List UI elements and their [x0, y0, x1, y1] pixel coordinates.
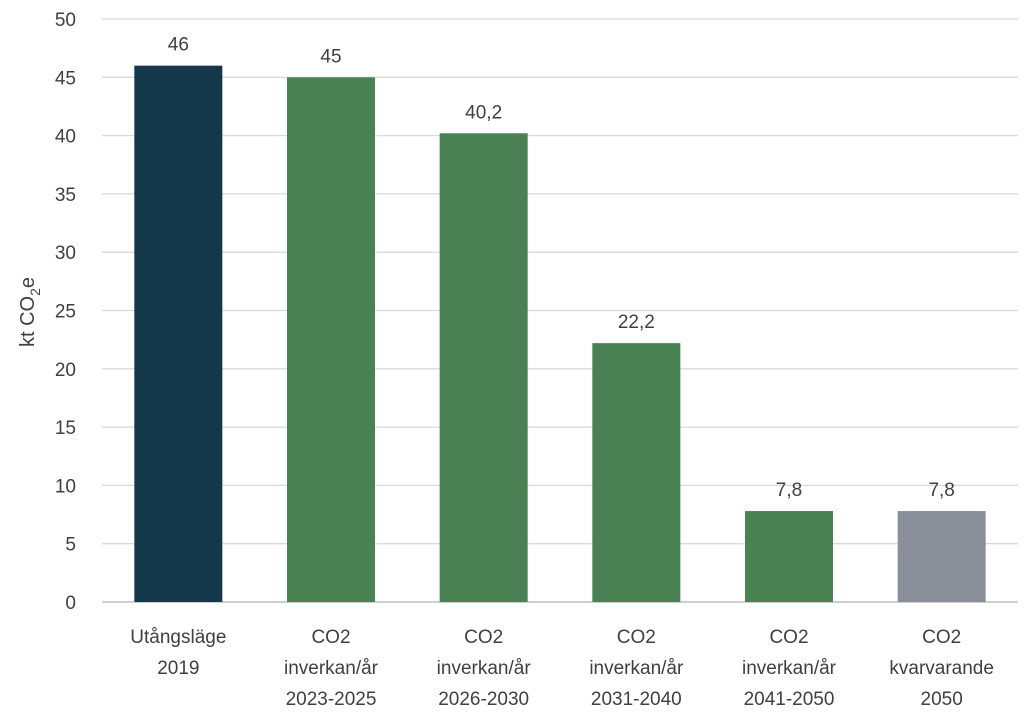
bar	[439, 133, 528, 602]
x-category-label: CO2 inverkan/år 2041-2050	[742, 627, 837, 710]
data-label: 7,8	[776, 480, 802, 501]
data-label: 40,2	[465, 102, 502, 123]
y-tick-label: 25	[55, 302, 76, 323]
y-axis-title-main: kt CO	[17, 296, 39, 347]
gridlines	[102, 18, 1018, 603]
y-tick-label: 30	[55, 243, 76, 264]
x-category-label-line: kvarvarande	[889, 658, 994, 679]
x-category-label-line: CO2	[617, 627, 656, 648]
y-axis-title: kt CO2e	[17, 277, 43, 347]
x-category-label-line: CO2	[922, 627, 961, 648]
bar	[592, 343, 681, 602]
y-axis-ticks: 0 5 10 15 20 25 30 35 40 45 50	[55, 10, 76, 614]
bar	[134, 65, 223, 602]
x-category-label-line: Utångsläge	[130, 627, 226, 648]
x-category-label-line: inverkan/år	[437, 658, 532, 679]
x-category-label-line: inverkan/år	[284, 658, 379, 679]
bars	[134, 65, 986, 603]
x-category-label-line: 2019	[157, 658, 199, 679]
x-category-label-line: 2023-2025	[286, 689, 377, 710]
x-category-label-line: CO2	[769, 627, 808, 648]
x-category-label-line: 2031-2040	[591, 689, 682, 710]
data-label: 46	[168, 35, 189, 56]
y-tick-label: 15	[55, 418, 76, 439]
x-category-label-line: 2041-2050	[744, 689, 835, 710]
y-tick-label: 5	[65, 535, 76, 556]
y-axis-title-suffix: e	[17, 277, 39, 288]
x-category-label: Utångsläge 2019	[130, 627, 226, 679]
x-category-label: CO2 inverkan/år 2023-2025	[284, 627, 379, 710]
x-category-label: CO2 inverkan/år 2026-2030	[437, 627, 532, 710]
y-axis-title-subscript: 2	[27, 288, 43, 296]
bar	[897, 511, 986, 602]
bar	[287, 77, 375, 603]
x-category-label-line: inverkan/år	[742, 658, 837, 679]
data-labels: 46 45 40,2 22,2 7,8 7,8	[168, 35, 955, 501]
y-tick-label: 40	[55, 127, 76, 148]
x-category-label: CO2 kvarvarande 2050	[889, 627, 994, 710]
bar	[745, 511, 833, 602]
y-tick-label: 50	[55, 10, 76, 31]
x-category-label-line: 2050	[921, 689, 963, 710]
y-tick-label: 20	[55, 360, 76, 381]
x-category-label-line: CO2	[464, 627, 503, 648]
x-category-label-line: inverkan/år	[589, 658, 684, 679]
y-tick-label: 35	[55, 185, 76, 206]
y-tick-label: 10	[55, 476, 76, 497]
data-label: 7,8	[928, 480, 954, 501]
data-label: 45	[320, 46, 341, 67]
x-category-label-line: 2026-2030	[438, 689, 529, 710]
data-label: 22,2	[618, 312, 655, 333]
x-category-label: CO2 inverkan/år 2031-2040	[589, 627, 684, 710]
y-tick-label: 0	[65, 593, 76, 614]
y-tick-label: 45	[55, 68, 76, 89]
x-category-label-line: CO2	[311, 627, 350, 648]
